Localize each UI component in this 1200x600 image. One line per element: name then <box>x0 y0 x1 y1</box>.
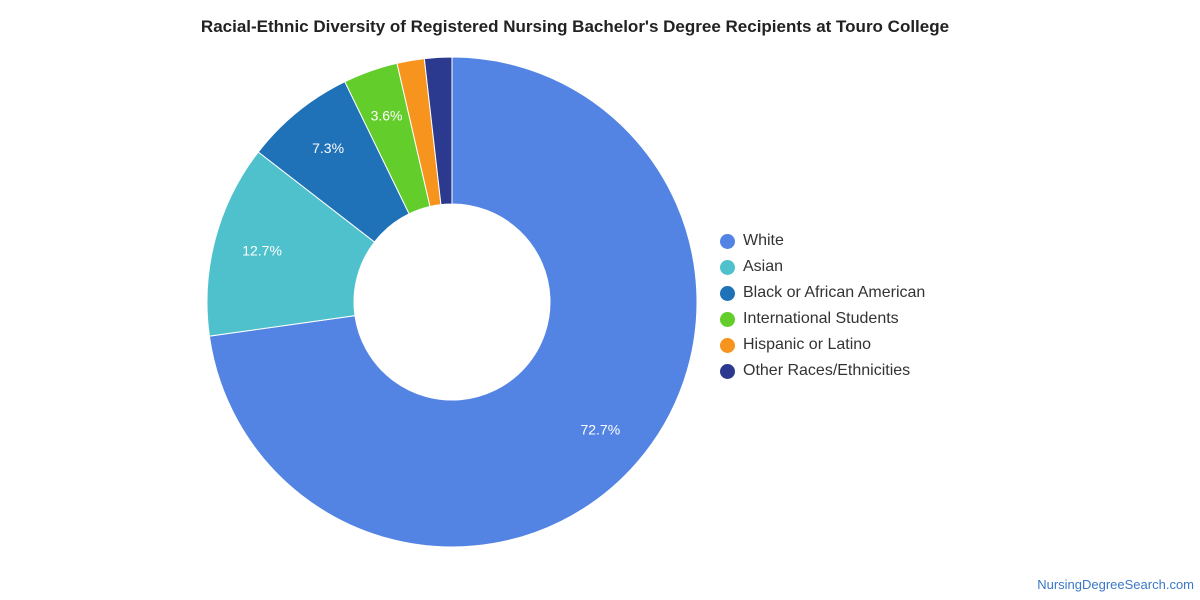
legend-swatch <box>720 311 735 327</box>
legend-item[interactable]: Asian <box>720 254 925 280</box>
chart-legend: White Asian Black or African American Inter… <box>720 228 925 384</box>
slice-label: 72.7% <box>580 422 620 438</box>
legend-label: Hispanic or Latino <box>743 336 872 353</box>
legend-item[interactable]: White <box>720 228 925 254</box>
legend-label: International Students <box>743 310 899 327</box>
slice-labels: 72.7% 12.7% 7.3% 3.6% <box>242 107 620 437</box>
legend-item[interactable]: Black or African American <box>720 280 925 306</box>
legend-swatch <box>720 233 735 249</box>
legend-swatch <box>720 337 735 353</box>
watermark-link[interactable]: NursingDegreeSearch.com <box>1037 577 1194 592</box>
slice-white[interactable] <box>208 56 698 548</box>
legend-swatch <box>720 363 735 379</box>
legend-label: White <box>743 232 784 249</box>
legend-item[interactable]: Other Races/Ethnicities <box>720 358 925 384</box>
legend-label: Other Races/Ethnicities <box>743 362 911 379</box>
chart-title: Racial-Ethnic Diversity of Registered Nu… <box>200 17 950 36</box>
slice-asian[interactable] <box>206 151 376 337</box>
legend-item[interactable]: International Students <box>720 306 925 332</box>
legend-label: Black or African American <box>743 284 926 301</box>
slice-label: 3.6% <box>371 107 403 123</box>
legend-swatch <box>720 259 735 275</box>
slice-label: 7.3% <box>312 140 344 156</box>
legend-item[interactable]: Hispanic or Latino <box>720 332 925 358</box>
slice-label: 12.7% <box>242 242 282 258</box>
donut-slices <box>206 56 698 548</box>
legend-swatch <box>720 285 735 301</box>
legend-label: Asian <box>743 258 784 275</box>
slice-other-races-ethnicities[interactable] <box>423 56 453 206</box>
